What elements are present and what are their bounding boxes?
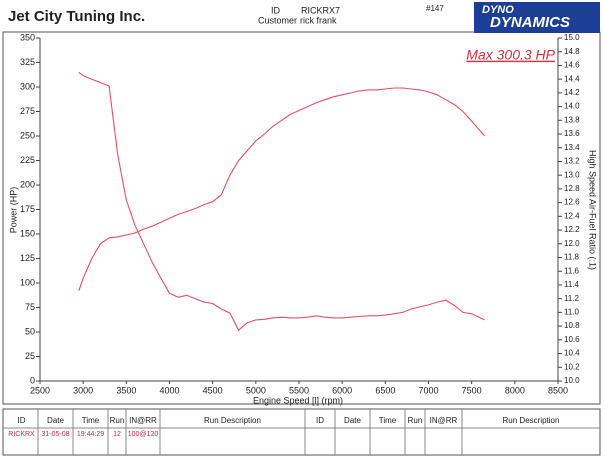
y-tick-label: 100 (20, 277, 35, 287)
chart-frame (2, 31, 601, 405)
y2-tick-label: 11.0 (564, 308, 580, 317)
table-header: IN@RR (430, 416, 458, 425)
table-header: ID (316, 416, 324, 425)
y2-tick-label: 14.8 (564, 47, 580, 56)
x-tick-label: 3500 (116, 385, 136, 395)
y2-tick-label: 10.8 (564, 321, 580, 330)
y-axis-label: Power (HP) (8, 187, 18, 234)
y2-tick-label: 11.4 (564, 280, 580, 289)
id-value: RICKRX7 (301, 5, 340, 15)
y2-tick-label: 11.2 (564, 294, 580, 303)
y2-tick-label: 11.6 (564, 266, 580, 275)
annotation: Max 300.3 HP (466, 47, 555, 63)
id-label: ID (271, 5, 281, 15)
x-tick-label: 8000 (505, 385, 525, 395)
y-tick-label: 275 (20, 106, 35, 116)
x-tick-label: 3000 (73, 385, 93, 395)
y2-tick-label: 10.2 (564, 362, 580, 371)
y2-tick-label: 14.6 (564, 61, 580, 70)
series-line (78, 71, 485, 332)
logo-main: DYNAMICS (490, 14, 570, 31)
table-cell: 19:44:29 (77, 431, 104, 438)
y2-tick-label: 13.0 (564, 170, 580, 179)
y-tick-label: 150 (20, 228, 35, 238)
x-tick-label: 7000 (418, 385, 438, 395)
x-tick-label: 2500 (30, 385, 50, 395)
table-header: ID (18, 416, 26, 425)
customer-value: rick frank (300, 15, 337, 25)
logo-box (474, 2, 600, 33)
y2-tick-label: 13.6 (564, 129, 580, 138)
logo-top: DYNO (482, 4, 514, 16)
y2-tick-label: 15.0 (564, 33, 580, 42)
y2-tick-label: 13.8 (564, 115, 580, 124)
table-header: Run Description (503, 416, 560, 425)
x-tick-label: 7500 (462, 385, 482, 395)
y2-tick-label: 12.4 (564, 211, 580, 220)
y2-axis-label: High Speed Air-Fuel Ratio (:1) (588, 150, 598, 270)
table-cell: RICKRX (8, 431, 35, 438)
x-tick-label: 8500 (548, 385, 568, 395)
table-header: Time (82, 416, 100, 425)
y2-tick-label: 10.0 (564, 376, 580, 385)
y2-tick-label: 14.0 (564, 102, 580, 111)
x-tick-label: 5500 (289, 385, 309, 395)
customer-label: Customer (258, 15, 297, 25)
y-tick-label: 250 (20, 130, 35, 140)
y-tick-label: 225 (20, 155, 35, 165)
table-header: Time (379, 416, 397, 425)
x-axis-label: Engine Speed [l] (rpm) (253, 395, 343, 405)
y2-tick-label: 10.6 (564, 335, 580, 344)
y2-tick-label: 10.4 (564, 349, 580, 358)
y2-tick-label: 14.2 (564, 88, 580, 97)
x-tick-label: 6500 (375, 385, 395, 395)
x-tick-label: 4000 (159, 385, 179, 395)
table-cell: 12 (113, 431, 121, 438)
table-header: Run (110, 416, 125, 425)
y-tick-label: 200 (20, 179, 35, 189)
y-tick-label: 325 (20, 57, 35, 67)
table-header: IN@RR (129, 416, 157, 425)
x-tick-label: 6000 (332, 385, 352, 395)
x-tick-label: 4500 (203, 385, 223, 395)
y2-tick-label: 12.8 (564, 184, 580, 193)
y-tick-label: 75 (25, 302, 35, 312)
y-tick-label: 25 (25, 351, 35, 361)
y2-tick-label: 12.6 (564, 198, 580, 207)
table-header: Date (344, 416, 361, 425)
y2-tick-label: 13.4 (564, 143, 580, 152)
y-tick-label: 125 (20, 253, 35, 263)
table-header: Date (47, 416, 64, 425)
table-header: Run Description (204, 416, 261, 425)
y2-tick-label: 12.2 (564, 225, 580, 234)
y2-tick-label: 12.0 (564, 239, 580, 248)
y2-tick-label: 11.8 (564, 253, 580, 262)
y-tick-label: 175 (20, 204, 35, 214)
y-tick-label: 50 (25, 326, 35, 336)
table-cell: 100@120 (128, 431, 159, 438)
number: #147 (426, 4, 444, 13)
table-header: Run (408, 416, 423, 425)
y-tick-label: 300 (20, 81, 35, 91)
y2-tick-label: 14.4 (564, 74, 580, 83)
table-cell: 31-05-08 (41, 431, 69, 438)
company: Jet City Tuning Inc. (8, 8, 145, 25)
x-tick-label: 5000 (246, 385, 266, 395)
table-frame (2, 408, 601, 456)
y-tick-label: 0 (30, 375, 35, 385)
series-line (78, 87, 486, 291)
y2-tick-label: 13.2 (564, 157, 580, 166)
y-tick-label: 350 (20, 32, 35, 42)
